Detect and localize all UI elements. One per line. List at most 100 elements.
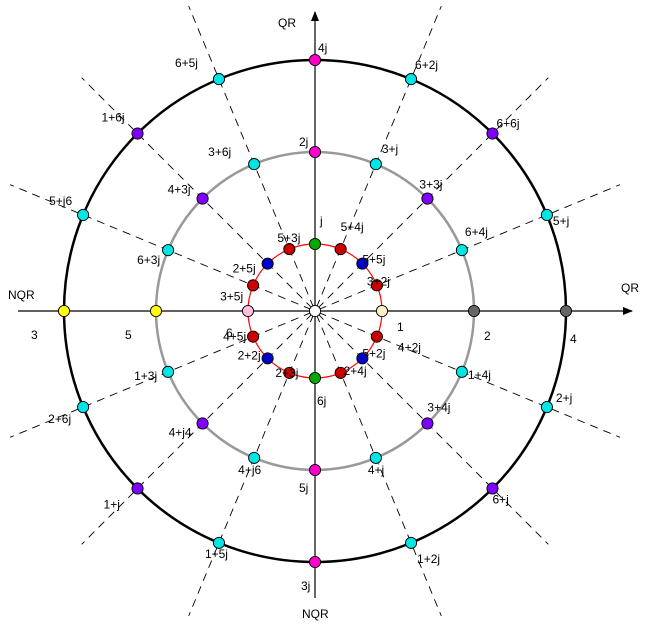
outer-point — [212, 73, 225, 86]
outer-point-label: 2+j — [556, 391, 572, 405]
outer-point-label: 1+6j — [102, 111, 125, 125]
middle-point-label: 6+4j — [465, 225, 488, 239]
middle-point-label: 1+4j — [468, 368, 491, 382]
inner-point-label: 6 — [226, 326, 233, 340]
outer-point — [308, 555, 322, 569]
middle-point — [248, 158, 261, 171]
outer-point-label: 5+j6 — [49, 194, 72, 208]
outer-point-label: 4j — [318, 41, 327, 55]
outer-point-label: 6+j — [492, 492, 508, 506]
inner-point — [370, 330, 383, 343]
dashed-spoke — [318, 312, 621, 438]
dashed-spoke — [9, 312, 312, 438]
middle-point-label: 6+3j — [137, 253, 160, 267]
inner-point — [283, 366, 296, 379]
outer-point — [559, 304, 573, 318]
outer-point — [131, 482, 144, 495]
inner-point — [375, 304, 389, 318]
axis-label-vertical-bottom: NQR — [302, 607, 329, 621]
dashed-spoke — [188, 5, 314, 308]
middle-point — [421, 192, 434, 205]
inner-point-label: 5+5j — [362, 253, 385, 267]
inner-point-label: 6j — [317, 394, 326, 408]
dashed-spoke — [316, 5, 442, 308]
inner-point — [283, 243, 296, 256]
inner-point — [308, 371, 322, 385]
middle-point-label: 4+j6 — [238, 463, 261, 477]
inner-point-label: 1 — [397, 320, 404, 334]
middle-point-label: 2j — [299, 135, 308, 149]
outer-point-label: 1+j — [104, 497, 120, 511]
inner-point-label: 4+2j — [398, 341, 421, 355]
inner-point — [308, 237, 322, 251]
inner-point — [261, 257, 274, 270]
dashed-spoke — [81, 77, 313, 309]
constellation-labels: 4j 6+2j 6+6j 5+j 4 2+j 6+j 1+2j 3j 1+5j 1+j 2+6j 3 5+… — [31, 41, 577, 593]
middle-point — [421, 417, 434, 430]
dashed-spoke — [317, 313, 549, 545]
middle-point — [162, 365, 175, 378]
dashed-spoke — [9, 184, 312, 310]
inner-point-label: 5+4j — [341, 220, 364, 234]
middle-point-label: 5j — [299, 481, 308, 495]
outer-point — [212, 536, 225, 549]
middle-point — [308, 145, 322, 159]
outer-point-label: 6+6j — [496, 117, 519, 131]
inner-point — [241, 304, 255, 318]
outer-point-label: 1+2j — [417, 552, 440, 566]
inner-point-label: 4+5j — [223, 330, 246, 344]
inner-point — [261, 352, 274, 365]
middle-point-label: 2 — [484, 329, 491, 343]
outer-point-label: 3 — [31, 328, 38, 342]
outer-point-label: 5+j — [553, 214, 569, 228]
outer-point — [540, 401, 553, 414]
dashed-spokes — [9, 5, 621, 617]
middle-point-label: 5 — [125, 328, 132, 342]
inner-point-label: 3+2j — [367, 274, 390, 288]
inner-point — [356, 352, 369, 365]
axis-label-vertical-top: QR — [278, 16, 296, 30]
inner-point — [356, 257, 369, 270]
inner-point — [247, 279, 260, 292]
middle-point-label: 4+j — [368, 463, 384, 477]
middle-point — [196, 192, 209, 205]
middle-point-label: 4+j4 — [169, 425, 192, 439]
middle-point-label: 4+3j — [168, 183, 191, 197]
outer-point — [486, 127, 499, 140]
inner-point-label: 5+3j — [277, 231, 300, 245]
middle-point-label: 1+3j — [134, 369, 157, 383]
inner-point — [334, 366, 347, 379]
inner-point-label: 3+5j — [220, 289, 243, 303]
inner-point — [334, 243, 347, 256]
outer-point-label: 4 — [570, 332, 577, 346]
outer-point — [405, 536, 418, 549]
outer-point-label: 1+5j — [205, 547, 228, 561]
outer-point — [77, 208, 90, 221]
middle-point-label: 3+6j — [208, 145, 231, 159]
outer-point — [77, 401, 90, 414]
outer-point — [405, 73, 418, 86]
inner-point — [247, 330, 260, 343]
inner-point-label: 2+5j — [233, 262, 256, 276]
middle-point — [162, 244, 175, 257]
middle-point — [308, 463, 322, 477]
dashed-spoke — [81, 313, 313, 545]
origin-point — [308, 304, 322, 318]
inner-point-label: 2+4j — [344, 364, 367, 378]
dashed-spoke — [188, 314, 314, 617]
middle-point — [455, 244, 468, 257]
middle-point — [455, 365, 468, 378]
middle-point — [369, 158, 382, 171]
outer-point — [131, 127, 144, 140]
constellation-points — [57, 53, 573, 569]
inner-point — [370, 279, 383, 292]
dashed-spoke — [318, 184, 621, 310]
outer-point — [57, 304, 71, 318]
outer-point — [308, 53, 322, 67]
middle-point-label: 3+4j — [427, 400, 450, 414]
outer-point-label: 2+6j — [48, 412, 71, 426]
middle-point — [196, 417, 209, 430]
dashed-spoke — [317, 77, 549, 309]
middle-point — [467, 304, 481, 318]
